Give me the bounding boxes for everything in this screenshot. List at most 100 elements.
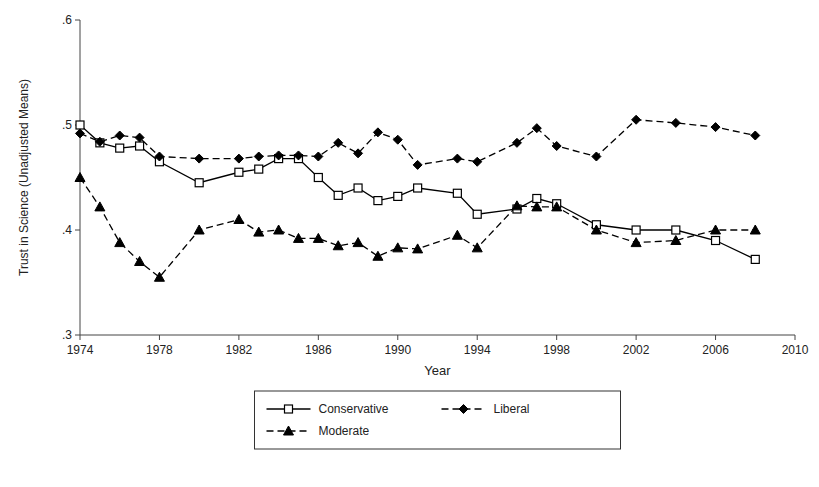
point: [136, 142, 144, 150]
x-tick: [80, 335, 81, 340]
point: [314, 174, 322, 182]
point: [274, 225, 284, 234]
point: [711, 225, 721, 234]
x-tick: [318, 335, 319, 340]
point: [374, 197, 382, 205]
point: [671, 236, 681, 245]
point: [512, 201, 522, 210]
point: [672, 226, 680, 234]
point: [552, 142, 561, 151]
point: [751, 131, 760, 140]
point: [115, 238, 125, 247]
x-tick: [556, 335, 557, 340]
point: [293, 233, 303, 242]
point: [254, 152, 263, 161]
point: [354, 184, 362, 192]
point: [76, 129, 85, 138]
point: [353, 238, 363, 247]
point: [135, 133, 144, 142]
point: [413, 160, 422, 169]
point: [234, 215, 244, 224]
point: [95, 202, 105, 211]
x-tick-label: 2010: [782, 343, 809, 357]
legend-marker: [459, 405, 468, 414]
point: [453, 154, 462, 163]
point: [254, 227, 264, 236]
point: [393, 135, 402, 144]
point: [452, 230, 462, 239]
axes: 1974197819821986199019941998200220062010…: [62, 13, 809, 357]
point: [712, 237, 720, 245]
point: [750, 225, 760, 234]
x-axis-line: [80, 335, 795, 336]
point: [414, 184, 422, 192]
point: [473, 210, 481, 218]
point: [194, 225, 204, 234]
point: [413, 244, 423, 253]
point: [154, 272, 164, 281]
point: [711, 123, 720, 132]
legend: Conservative Liberal Moderate: [255, 391, 621, 449]
x-tick-label: 1986: [305, 343, 332, 357]
x-tick-label: 1982: [226, 343, 253, 357]
y-tick: [75, 230, 80, 231]
point: [235, 168, 243, 176]
point: [473, 157, 482, 166]
legend-box: [255, 391, 621, 449]
x-tick-label: 2006: [702, 343, 729, 357]
point: [453, 189, 461, 197]
series-line: [80, 120, 755, 165]
point: [532, 202, 542, 211]
series-line: [80, 178, 755, 278]
point: [671, 118, 680, 127]
point: [354, 149, 363, 158]
point: [394, 192, 402, 200]
point: [234, 154, 243, 163]
y-tick-label: .4: [62, 223, 72, 237]
point: [334, 138, 343, 147]
lines: [80, 120, 755, 278]
point: [373, 251, 383, 260]
x-tick: [238, 335, 239, 340]
point: [313, 233, 323, 242]
x-tick: [795, 335, 796, 340]
point: [116, 144, 124, 152]
x-tick: [636, 335, 637, 340]
point: [373, 128, 382, 137]
point: [631, 238, 641, 247]
point: [294, 151, 303, 160]
y-tick: [75, 335, 80, 336]
x-tick-label: 1990: [384, 343, 411, 357]
point: [115, 131, 124, 140]
point: [393, 243, 403, 252]
y-axis-title: Trust in Science (Unadjusted Means): [17, 79, 31, 276]
point: [472, 243, 482, 252]
point: [592, 152, 601, 161]
point: [632, 226, 640, 234]
y-tick: [75, 20, 80, 21]
point: [195, 179, 203, 187]
series-line: [80, 125, 755, 259]
legend-label: Moderate: [319, 424, 370, 438]
point: [255, 165, 263, 173]
x-tick: [715, 335, 716, 340]
x-tick: [477, 335, 478, 340]
legend-marker: [285, 405, 293, 413]
chart: 1974197819821986199019941998200220062010…: [0, 0, 819, 487]
x-tick-label: 1978: [146, 343, 173, 357]
legend-label: Liberal: [494, 402, 530, 416]
x-tick-label: 1998: [543, 343, 570, 357]
point: [135, 257, 145, 266]
point: [76, 121, 84, 129]
y-tick-label: .5: [62, 118, 72, 132]
point: [552, 202, 562, 211]
legend-label: Conservative: [319, 402, 389, 416]
point: [333, 241, 343, 250]
point: [512, 138, 521, 147]
point: [632, 115, 641, 124]
point: [314, 152, 323, 161]
point: [95, 137, 104, 146]
point: [532, 124, 541, 133]
x-tick: [159, 335, 160, 340]
x-tick-label: 2002: [623, 343, 650, 357]
